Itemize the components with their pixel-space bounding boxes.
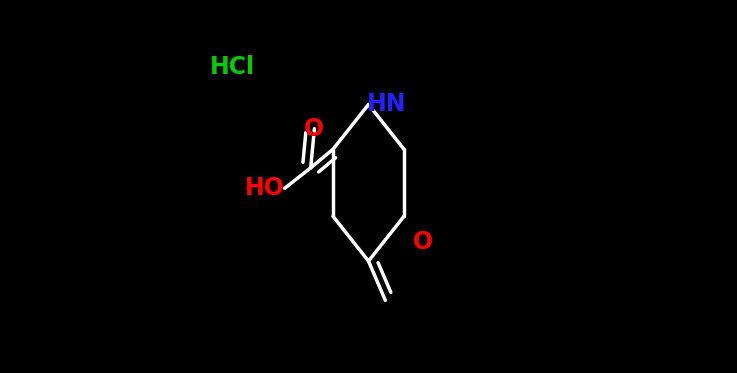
Text: O: O (413, 229, 436, 256)
Text: HCl: HCl (210, 55, 255, 79)
Text: HO: HO (240, 175, 284, 201)
Text: HN: HN (366, 93, 406, 116)
Text: HCl: HCl (210, 54, 260, 80)
Text: O: O (304, 117, 324, 141)
Text: HO: HO (245, 176, 284, 200)
Text: O: O (413, 231, 433, 254)
Text: O: O (303, 116, 326, 142)
Text: HN: HN (366, 91, 411, 117)
